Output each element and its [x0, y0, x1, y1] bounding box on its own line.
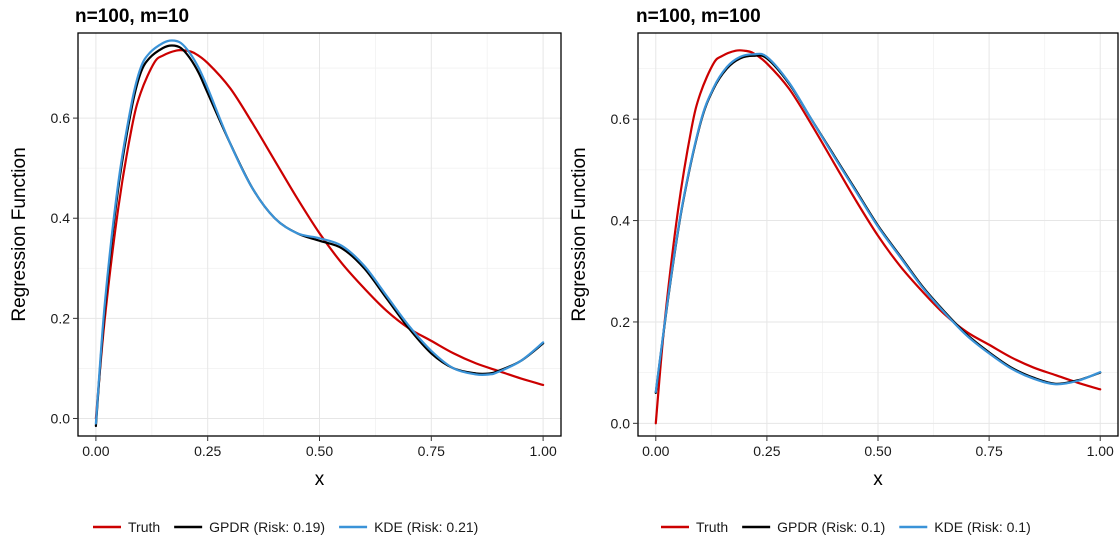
x-axis-label: x — [315, 469, 325, 490]
x-tick-label: 0.00 — [82, 443, 109, 459]
x-tick-label: 0.75 — [975, 443, 1002, 459]
series-line-truth — [654, 49, 1102, 425]
chart-title: n=100, m=100 — [636, 6, 761, 27]
x-tick-label: 0.25 — [194, 443, 221, 459]
y-tick-label: 0.6 — [611, 111, 631, 127]
legend-label: GPDR (Risk: 0.1) — [777, 519, 885, 535]
y-tick-label: 0.2 — [51, 310, 71, 326]
y-tick-label: 0.6 — [51, 110, 71, 126]
legend-label: Truth — [696, 519, 728, 535]
legend: Truth GPDR (Risk: 0.1) KDE (Risk: 0.1) — [661, 519, 1031, 535]
legend-label: KDE (Risk: 0.21) — [374, 519, 478, 535]
x-tick-label: 0.50 — [306, 443, 333, 459]
series-line-kde — [654, 52, 1102, 393]
y-tick-label: 0.4 — [611, 213, 631, 229]
y-axis-label: Regression Function — [569, 147, 590, 321]
legend-label: Truth — [128, 519, 160, 535]
y-tick-label: 0.0 — [51, 410, 71, 426]
x-tick-label: 0.00 — [642, 443, 669, 459]
y-tick-label: 0.4 — [51, 210, 71, 226]
legend-label: KDE (Risk: 0.1) — [934, 519, 1030, 535]
x-tick-label: 0.50 — [864, 443, 891, 459]
x-tick-label: 0.25 — [753, 443, 780, 459]
chart-panel-right: 0.00 0.25 0.50 0.75 1.00 0.0 0.2 0.4 0.6 n=100, m… — [569, 6, 1119, 535]
chart-title: n=100, m=10 — [75, 6, 189, 27]
x-tick-label: 1.00 — [529, 443, 556, 459]
chart-panel-left: 0.00 0.25 0.50 0.75 1.00 0.0 0.2 0.4 0.6 n=100, m… — [9, 6, 562, 535]
x-tick-label: 1.00 — [1087, 443, 1114, 459]
x-tick-label: 0.75 — [418, 443, 445, 459]
series-line-kde — [94, 39, 545, 425]
x-axis-label: x — [873, 469, 883, 490]
y-tick-label: 0.2 — [611, 314, 631, 330]
legend-label: GPDR (Risk: 0.19) — [209, 519, 325, 535]
legend: Truth GPDR (Risk: 0.19) KDE (Risk: 0.21) — [93, 519, 478, 535]
series-line-truth — [94, 48, 545, 420]
y-tick-label: 0.0 — [611, 415, 631, 431]
y-axis-label: Regression Function — [9, 147, 30, 321]
